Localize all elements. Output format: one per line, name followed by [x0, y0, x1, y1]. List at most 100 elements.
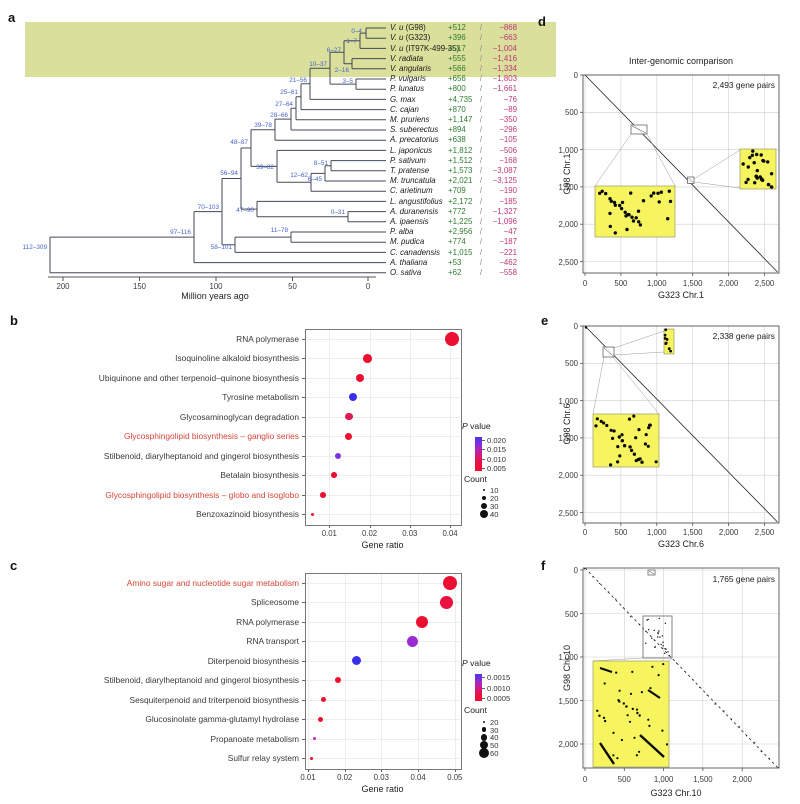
category-label: Isoquinoline alkaloid biosynthesis	[175, 353, 299, 364]
time-axis-tick: 150	[132, 282, 146, 291]
x-tick: 0.04	[410, 773, 426, 782]
enrichment-dot	[443, 575, 458, 590]
inset-callout-line	[668, 657, 673, 662]
y-tick: 2,500	[558, 257, 578, 267]
gene-pair-dot	[746, 165, 750, 169]
gain-loss-separator: /	[479, 206, 483, 216]
category-label: Stilbenoid, diarylheptanoid and gingerol…	[103, 675, 299, 686]
loss-value: −296	[499, 125, 517, 135]
loss-value: −89	[503, 104, 517, 114]
gene-pair-dot	[659, 636, 661, 638]
gene-pair-dot	[637, 220, 641, 224]
gridline	[381, 574, 383, 768]
gene-pair-dot	[632, 452, 637, 456]
gene-pair-dot	[648, 629, 650, 631]
inset-callout-line	[592, 356, 605, 415]
category-label: Benzoxazinoid biosynthesis	[196, 509, 299, 520]
gene-pair-dot	[664, 341, 668, 345]
gene-pair-dot	[657, 200, 661, 204]
colorbar-tick	[482, 677, 485, 678]
species-name: M. pruriens	[390, 114, 430, 124]
tick-mark	[302, 338, 305, 340]
gain-loss-separator: /	[479, 227, 483, 237]
diagonal-dot	[607, 591, 609, 593]
y-tick: 0	[573, 322, 578, 331]
count-dot	[482, 488, 486, 492]
loss-value: −76	[503, 94, 517, 104]
node-age-range: 21–56	[289, 76, 307, 84]
box-diagonal	[631, 125, 647, 134]
gene-pair-dot	[608, 197, 612, 201]
loss-value: −221	[499, 247, 517, 257]
gridline	[450, 330, 452, 524]
zoom-inset	[594, 185, 676, 238]
pvalue-tick: 0.0015	[487, 673, 511, 682]
category-label: Stilbenoid, diarylheptanoid and gingerol…	[103, 450, 299, 461]
gridline	[344, 574, 346, 768]
count-dot	[482, 720, 486, 724]
diagonal-dot	[661, 647, 663, 649]
tick-mark	[302, 602, 305, 604]
tick-mark	[454, 769, 456, 772]
tick-mark	[329, 525, 331, 528]
node-age-range: 10–37	[309, 61, 327, 68]
gene-pair-dot	[604, 191, 608, 196]
gene-pair-dot	[634, 436, 638, 440]
tick-mark	[302, 455, 305, 457]
gene-pair-dot	[620, 200, 625, 205]
count-tick: 30	[490, 501, 499, 511]
panel-f-letter: f	[541, 558, 546, 573]
inset-callout-line	[693, 181, 741, 189]
gene-pair-dot	[653, 629, 655, 632]
gain-value: +566	[448, 63, 466, 73]
gain-value: +870	[448, 104, 466, 114]
enrichment-dot	[320, 491, 327, 498]
gene-pair-dot	[595, 417, 599, 421]
gain-loss-separator: /	[479, 145, 483, 155]
count-tick: 30	[490, 725, 499, 735]
gridline	[306, 436, 460, 438]
gene-pair-dot	[640, 691, 644, 694]
loss-value: −1,096	[492, 216, 517, 226]
loss-value: −1,334	[492, 63, 517, 73]
plot-border	[582, 567, 780, 769]
gain-value: +62	[448, 267, 462, 277]
count-dot	[478, 747, 490, 758]
gene-pair-dot	[636, 209, 641, 213]
species-name: P. vulgaris	[390, 74, 426, 84]
enrichment-dot	[349, 393, 358, 402]
gain-loss-separator: /	[479, 237, 483, 247]
gene-pair-dot	[626, 714, 629, 717]
colorbar-tick	[482, 440, 485, 441]
species-name: O. sativa	[390, 267, 422, 277]
gene-pair-dot	[609, 463, 613, 467]
diagonal-dot	[668, 655, 670, 657]
diagonal-dot	[760, 750, 762, 753]
category-label: Glycosaminoglycan degradation	[179, 411, 299, 422]
pvalue-tick: 0.005	[487, 464, 507, 473]
panel-e-letter: e	[541, 313, 549, 328]
y-tick: 0	[573, 566, 578, 575]
enrichment-dot	[320, 697, 326, 703]
gene-pair-dot	[662, 663, 665, 666]
gene-pair-dot	[635, 754, 639, 757]
node-age-range: 8–51	[313, 160, 328, 167]
enrichment-dot	[440, 595, 454, 609]
gene-pair-dot	[625, 705, 628, 708]
tick-mark	[302, 680, 305, 682]
gene-pair-dot	[755, 168, 759, 173]
gene-pair-dot	[760, 178, 765, 182]
inset-callout-line	[646, 133, 676, 187]
tick-mark	[302, 621, 305, 623]
count-dot	[479, 509, 489, 519]
gain-value: +772	[448, 206, 466, 216]
synteny-segment	[647, 689, 661, 699]
diagonal-dot	[692, 679, 694, 681]
gene-pair-dot	[599, 419, 603, 423]
gain-value: +1,015	[448, 247, 473, 257]
gene-pair-dot	[644, 433, 648, 437]
x-tick: 2,000	[718, 279, 739, 288]
colorbar-tick	[482, 458, 485, 460]
gain-value: +894	[448, 125, 466, 135]
